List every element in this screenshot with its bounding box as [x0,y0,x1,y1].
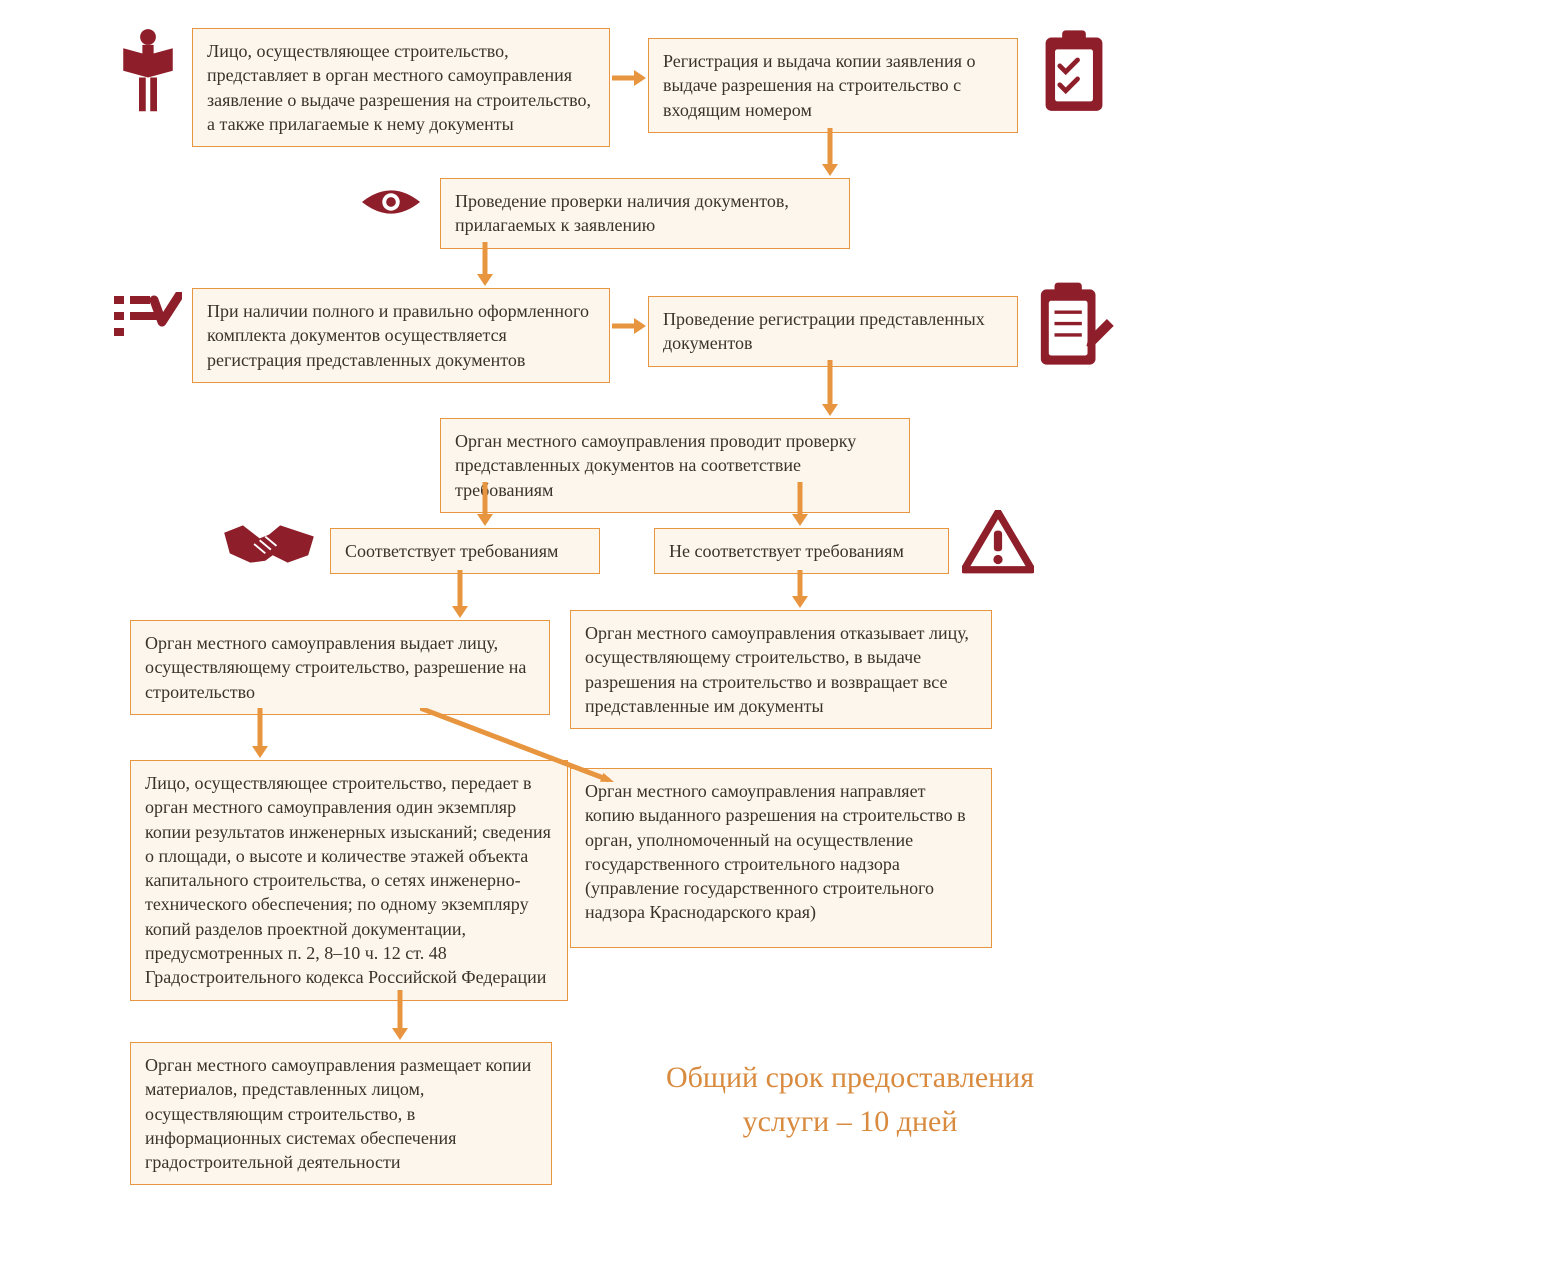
arrow-a4 [612,316,646,336]
arrow-a6 [475,482,495,526]
arrow-a2 [820,128,840,176]
arrow-a7 [790,482,810,526]
clipboard-check-icon [1036,28,1112,118]
node-text: Орган местного самоуправления выдает лиц… [145,633,526,702]
node-complies: Соответствует требованиям [330,528,600,574]
handshake-icon [222,516,316,572]
clipboard-edit-icon [1034,280,1116,374]
node-text: Проведение регистрации представленных до… [663,309,985,353]
warning-icon [962,510,1034,574]
node-text: При наличии полного и правильно оформлен… [207,301,589,370]
arrow-a10 [250,708,270,758]
node-text: Проведение проверки наличия документов, … [455,191,789,235]
node-text: Не соответствует требованиям [669,541,904,561]
node-place-in-system: Орган местного самоуправления размещает … [130,1042,552,1185]
arrow-a5 [820,360,840,416]
node-registration-docs: Проведение регистрации представленных до… [648,296,1018,367]
node-submit-copies: Лицо, осуществляющее строительство, пере… [130,760,568,1001]
node-complete-set: При наличии полного и правильно оформлен… [192,288,610,383]
node-text: Соответствует требованиям [345,541,558,561]
node-document-check: Проведение проверки наличия документов, … [440,178,850,249]
node-text: Лицо, осуществляющее строительство, пере… [145,773,551,987]
node-text: Орган местного самоуправления размещает … [145,1055,531,1172]
arrow-a11 [420,708,626,794]
node-text: Орган местного самоуправления направляет… [585,781,966,922]
node-permit-refused: Орган местного самоуправления отказывает… [570,610,992,729]
summary-text: Общий срок предоставления услуги – 10 дн… [666,1061,1034,1138]
arrow-a3 [475,242,495,286]
node-text: Регистрация и выдача копии заявления о в… [663,51,975,120]
arrow-a12 [390,990,410,1040]
arrow-a1 [612,68,646,88]
eye-icon [360,182,422,222]
node-registration-copy: Регистрация и выдача копии заявления о в… [648,38,1018,133]
summary-duration: Общий срок предоставления услуги – 10 дн… [640,1056,1060,1143]
node-compliance-check: Орган местного самоуправления проводит п… [440,418,910,513]
node-not-complies: Не соответствует требованиям [654,528,949,574]
node-forward-copy: Орган местного самоуправления направляет… [570,768,992,948]
node-applicant-submits: Лицо, осуществляющее строительство, пред… [192,28,610,147]
arrow-a9 [790,570,810,608]
node-permit-issued: Орган местного самоуправления выдает лиц… [130,620,550,715]
reader-icon [112,28,184,118]
checklist-icon [112,292,182,342]
node-text: Лицо, осуществляющее строительство, пред… [207,41,591,134]
arrow-a8 [450,570,470,618]
node-text: Орган местного самоуправления отказывает… [585,623,969,716]
